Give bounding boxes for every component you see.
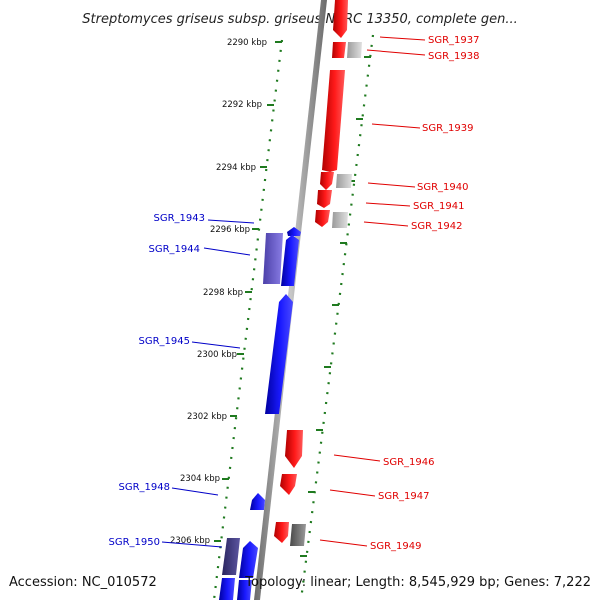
- ruler-left: [212, 39, 284, 600]
- gene-SGR_1940b[interactable]: [336, 174, 352, 188]
- accession-text: Accession: NC_010572: [9, 575, 157, 590]
- ruler-labels: 2290 kbp 2292 kbp 2294 kbp 2296 kbp 2298…: [170, 38, 267, 546]
- gene-SGR_1950[interactable]: [239, 541, 258, 578]
- ruler-label-2296: 2296 kbp: [210, 225, 250, 235]
- ruler-label-2292: 2292 kbp: [222, 100, 262, 110]
- ruler-label-2306: 2306 kbp: [170, 536, 210, 546]
- gene-label[interactable]: SGR_1939: [422, 123, 474, 134]
- forward-strand-genes: [274, 0, 362, 546]
- gene-label[interactable]: SGR_1948: [119, 482, 171, 493]
- gene-SGR_1948[interactable]: [250, 493, 265, 510]
- label-leaders-reverse: [161, 219, 255, 548]
- gene-SGR_1942b[interactable]: [332, 212, 348, 228]
- gene-SGR_1946[interactable]: [285, 430, 303, 468]
- gene-SGR_1950d[interactable]: [237, 580, 252, 600]
- gene-label[interactable]: SGR_1946: [383, 457, 435, 468]
- gene-label[interactable]: SGR_1950: [109, 537, 161, 548]
- gene-SGR_1938[interactable]: [332, 42, 346, 58]
- gene-SGR_1950a[interactable]: [222, 538, 240, 575]
- gene-label[interactable]: SGR_1937: [428, 35, 480, 46]
- label-leaders-forward: [319, 36, 426, 547]
- summary-text: Topology: linear; Length: 8,545,929 bp; …: [244, 575, 591, 590]
- reverse-gene-labels: SGR_1943 SGR_1944 SGR_1945 SGR_1948 SGR_…: [109, 213, 206, 548]
- gene-SGR_1950c[interactable]: [219, 578, 235, 600]
- forward-gene-labels: SGR_1937 SGR_1938 SGR_1939 SGR_1940 SGR_…: [370, 35, 480, 552]
- gene-SGR_1947[interactable]: [280, 474, 297, 495]
- gene-label[interactable]: SGR_1949: [370, 541, 422, 552]
- ruler-label-2302: 2302 kbp: [187, 412, 227, 422]
- gene-label[interactable]: SGR_1940: [417, 182, 469, 193]
- gene-SGR_1938b[interactable]: [347, 42, 362, 58]
- gene-SGR_1944[interactable]: [281, 235, 299, 286]
- ruler-label-2290: 2290 kbp: [227, 38, 267, 48]
- gene-label[interactable]: SGR_1943: [154, 213, 206, 224]
- gene-label[interactable]: SGR_1942: [411, 221, 463, 232]
- reverse-strand-genes: [219, 227, 301, 600]
- gene-label[interactable]: SGR_1947: [378, 491, 430, 502]
- ruler-label-2300: 2300 kbp: [197, 350, 237, 360]
- gene-label[interactable]: SGR_1941: [413, 201, 465, 212]
- gene-label[interactable]: SGR_1945: [139, 336, 191, 347]
- gene-SGR_1941[interactable]: [317, 190, 332, 208]
- map-title: Streptomyces griseus subsp. griseus NBRC…: [82, 12, 517, 27]
- gene-SGR_1939[interactable]: [322, 70, 345, 172]
- gene-label[interactable]: SGR_1944: [149, 244, 201, 255]
- gene-SGR_1937[interactable]: [333, 0, 348, 38]
- gene-SGR_1942[interactable]: [315, 210, 330, 227]
- ruler-label-2298: 2298 kbp: [203, 288, 243, 298]
- ruler-label-2294: 2294 kbp: [216, 163, 256, 173]
- gene-SGR_1949b[interactable]: [290, 524, 306, 546]
- ruler-label-2304: 2304 kbp: [180, 474, 220, 484]
- gene-SGR_1940[interactable]: [320, 172, 334, 190]
- ruler-major-ticks-left: [214, 41, 282, 542]
- gene-SGR_1943[interactable]: [287, 227, 301, 236]
- gene-SGR_1945[interactable]: [265, 294, 293, 414]
- gene-SGR_1944a[interactable]: [263, 233, 283, 284]
- gene-SGR_1949[interactable]: [274, 522, 289, 543]
- gene-label[interactable]: SGR_1938: [428, 51, 480, 62]
